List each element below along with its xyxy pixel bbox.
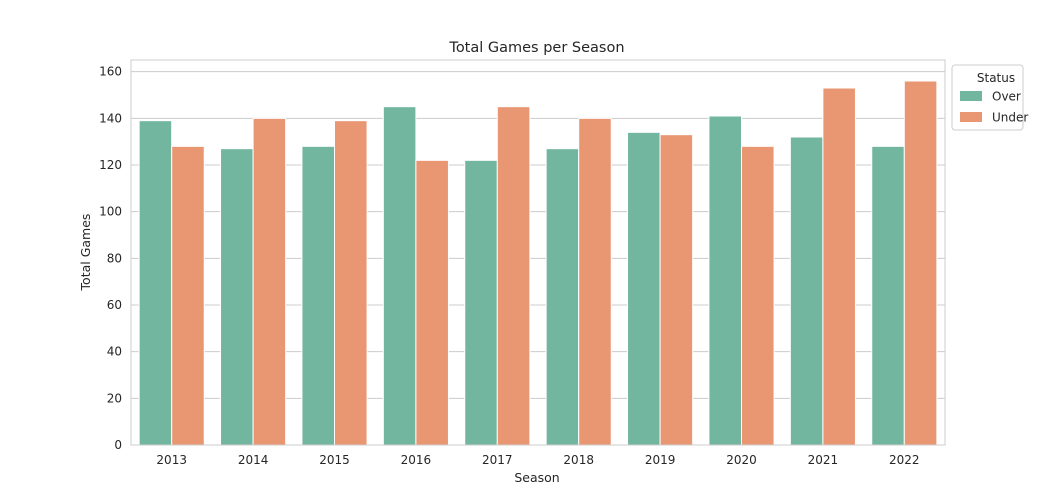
bar-over-2016 <box>382 106 417 446</box>
legend-swatch-over <box>960 91 982 101</box>
x-tick-label: 2018 <box>563 453 594 467</box>
bar-over-2014 <box>220 148 254 446</box>
x-tick-label: 2022 <box>889 453 920 467</box>
bar-over-2018 <box>545 148 580 446</box>
x-tick-label: 2020 <box>726 453 757 467</box>
y-tick-label: 0 <box>114 438 122 452</box>
bar-under-2017 <box>496 106 531 446</box>
legend-label-over: Over <box>992 90 1021 104</box>
y-tick-label: 20 <box>107 391 122 405</box>
y-tick-label: 140 <box>99 111 122 125</box>
bar-over-2020 <box>708 115 743 446</box>
bar-over-2022 <box>871 145 905 446</box>
plot-frame <box>130 59 946 446</box>
bar-under-2016 <box>415 159 449 446</box>
bar-over-2013 <box>138 120 173 446</box>
y-tick-label: 120 <box>99 158 122 172</box>
y-tick-label: 160 <box>99 65 122 79</box>
y-tick-labels: 0 20 40 60 80 100 120 140 160 <box>99 65 122 452</box>
bar-under-2014 <box>252 117 287 446</box>
x-axis-label: Season <box>514 470 559 485</box>
bar-over-2015 <box>301 145 336 446</box>
y-tick-label: 40 <box>107 345 122 359</box>
x-tick-labels: 2013 2014 2015 2016 2017 2018 2019 2020 2021 2022 <box>156 453 919 467</box>
x-tick-label: 2015 <box>319 453 350 467</box>
bar-under-2015 <box>334 120 368 446</box>
bar-over-2017 <box>464 159 498 446</box>
bars <box>138 80 938 446</box>
legend-items: Over Under <box>960 90 1028 125</box>
y-tick-label: 80 <box>107 251 122 265</box>
legend-swatch-under <box>960 112 982 122</box>
x-tick-label: 2014 <box>238 453 269 467</box>
bar-under-2021 <box>822 87 856 446</box>
y-axis-label: Total Games <box>78 214 93 292</box>
x-tick-label: 2013 <box>156 453 187 467</box>
y-tick-label: 100 <box>99 205 122 219</box>
legend-label-under: Under <box>992 111 1028 125</box>
x-tick-label: 2021 <box>808 453 839 467</box>
y-tick-label: 60 <box>107 298 122 312</box>
bar-under-2013 <box>171 145 205 446</box>
bar-over-2021 <box>789 136 824 446</box>
x-tick-label: 2017 <box>482 453 513 467</box>
bar-over-2019 <box>627 131 661 446</box>
legend[interactable]: Status Over Under <box>951 64 1028 131</box>
bar-under-2020 <box>741 145 775 446</box>
bar-under-2022 <box>903 80 938 446</box>
bar-under-2018 <box>578 117 612 446</box>
chart-title: Total Games per Season <box>448 40 624 56</box>
legend-title: Status <box>977 71 1015 85</box>
x-tick-label: 2016 <box>401 453 432 467</box>
bar-under-2019 <box>659 134 694 446</box>
x-tick-label: 2019 <box>645 453 676 467</box>
